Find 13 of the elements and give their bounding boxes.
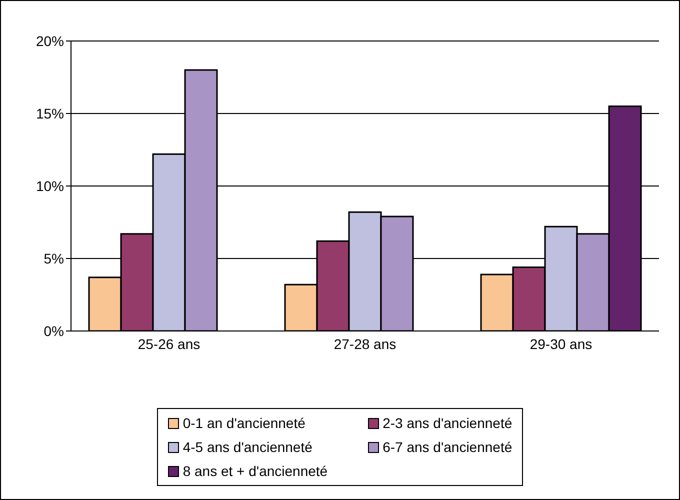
x-tick-label: 29-30 ans (530, 336, 592, 352)
legend-label: 4-5 ans d'ancienneté (182, 439, 312, 455)
x-tick-label: 25-26 ans (138, 336, 200, 352)
legend-label: 2-3 ans d'ancienneté (382, 415, 512, 431)
legend-label: 0-1 an d'ancienneté (182, 415, 306, 431)
y-tick-label: 15% (36, 105, 64, 122)
y-tick-label: 10% (36, 178, 64, 194)
legend-label: 6-7 ans d'ancienneté (382, 439, 512, 455)
y-tick-label: 20% (36, 32, 64, 49)
y-tick-label: 0% (44, 322, 64, 339)
x-tick-label: 27-28 ans (334, 336, 396, 352)
y-tick-label: 5% (44, 250, 64, 266)
legend-label: 8 ans et + d'ancienneté (182, 463, 328, 479)
